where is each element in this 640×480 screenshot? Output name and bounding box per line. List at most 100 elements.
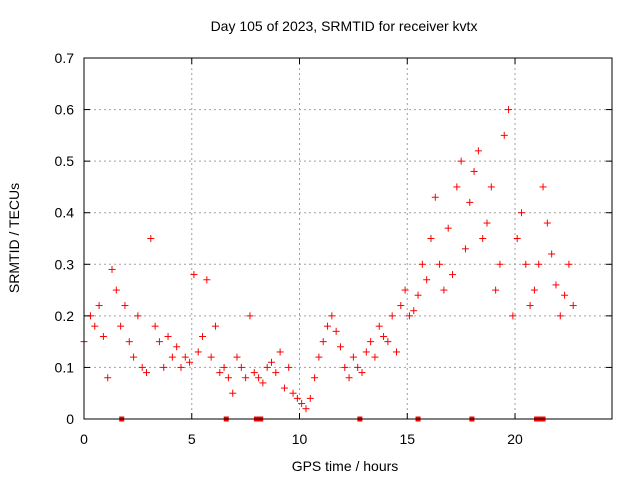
chart-title: Day 105 of 2023, SRMTID for receiver kvt… xyxy=(211,18,478,34)
data-points xyxy=(80,106,577,422)
data-point xyxy=(483,219,491,227)
data-point xyxy=(250,369,258,377)
data-point xyxy=(194,348,202,356)
data-point xyxy=(496,260,504,268)
data-point xyxy=(548,250,556,258)
data-point xyxy=(444,224,452,232)
data-point xyxy=(436,260,444,268)
data-point xyxy=(384,338,392,346)
data-point xyxy=(401,286,409,294)
data-point xyxy=(552,281,560,289)
data-point xyxy=(108,265,116,273)
data-point xyxy=(237,363,245,371)
data-point xyxy=(414,291,422,299)
data-point xyxy=(99,332,107,340)
data-point xyxy=(190,271,198,279)
y-tick-label: 0.1 xyxy=(55,359,75,375)
data-point xyxy=(272,369,280,377)
data-point xyxy=(306,394,314,402)
data-point xyxy=(461,245,469,253)
x-axis-label: GPS time / hours xyxy=(292,458,399,474)
x-tick-label: 5 xyxy=(188,431,196,447)
data-point xyxy=(186,358,194,366)
data-point xyxy=(427,235,435,242)
x-tick-label: 15 xyxy=(399,431,415,447)
data-point xyxy=(324,322,332,330)
data-point xyxy=(466,198,474,206)
data-point xyxy=(259,379,267,387)
data-point xyxy=(530,286,538,294)
data-point xyxy=(543,219,551,227)
x-tick-label: 20 xyxy=(507,431,523,447)
data-point xyxy=(556,312,564,320)
data-point xyxy=(319,338,327,346)
data-point xyxy=(173,343,181,351)
data-point xyxy=(535,260,543,268)
data-point xyxy=(423,276,431,284)
data-point xyxy=(311,374,319,382)
data-point xyxy=(134,312,142,320)
data-point xyxy=(289,389,297,397)
data-point xyxy=(526,302,534,310)
data-point xyxy=(341,363,349,371)
data-point xyxy=(470,167,478,175)
data-point xyxy=(267,358,275,366)
data-point xyxy=(263,363,271,371)
data-point xyxy=(349,353,357,361)
data-point xyxy=(332,327,340,335)
data-point xyxy=(293,394,301,402)
data-point xyxy=(224,374,232,382)
data-point xyxy=(371,353,379,361)
y-axis-label: SRMTID / TECUs xyxy=(6,183,22,293)
data-point xyxy=(229,389,237,397)
data-point xyxy=(91,322,99,330)
y-tick-label: 0.3 xyxy=(55,256,75,272)
data-point xyxy=(522,260,530,268)
data-point xyxy=(362,348,370,356)
data-point xyxy=(513,235,521,242)
data-point xyxy=(397,302,405,310)
data-point xyxy=(147,235,155,242)
data-point xyxy=(388,312,396,320)
data-point xyxy=(418,260,426,268)
data-point xyxy=(280,384,288,392)
data-point xyxy=(121,302,129,310)
data-point xyxy=(125,338,133,346)
data-point xyxy=(117,322,125,330)
data-point xyxy=(255,374,263,382)
data-point xyxy=(164,332,172,340)
data-point xyxy=(517,209,525,217)
y-tick-label: 0.2 xyxy=(55,308,75,324)
data-point xyxy=(431,193,439,201)
data-point xyxy=(358,369,366,377)
y-tick-label: 0.5 xyxy=(55,153,75,169)
data-point xyxy=(216,369,224,377)
data-point xyxy=(453,183,461,191)
data-point xyxy=(155,338,163,346)
data-point xyxy=(392,348,400,356)
data-point xyxy=(177,363,185,371)
data-point xyxy=(354,363,362,371)
data-point xyxy=(220,363,228,371)
data-point xyxy=(302,405,310,413)
data-point xyxy=(207,353,215,361)
data-point xyxy=(276,348,284,356)
data-point xyxy=(474,147,482,155)
data-point xyxy=(410,307,418,315)
data-point xyxy=(130,353,138,361)
data-point xyxy=(500,131,508,139)
data-point xyxy=(181,353,189,361)
data-point xyxy=(298,400,306,408)
y-tick-label: 0 xyxy=(66,411,74,427)
x-tick-label: 10 xyxy=(292,431,308,447)
y-tick-label: 0.4 xyxy=(55,205,75,221)
data-point xyxy=(479,235,487,242)
data-point xyxy=(211,322,219,330)
data-point xyxy=(315,353,323,361)
data-point xyxy=(168,353,176,361)
data-point xyxy=(151,322,159,330)
data-point xyxy=(160,363,168,371)
data-point xyxy=(509,312,517,320)
